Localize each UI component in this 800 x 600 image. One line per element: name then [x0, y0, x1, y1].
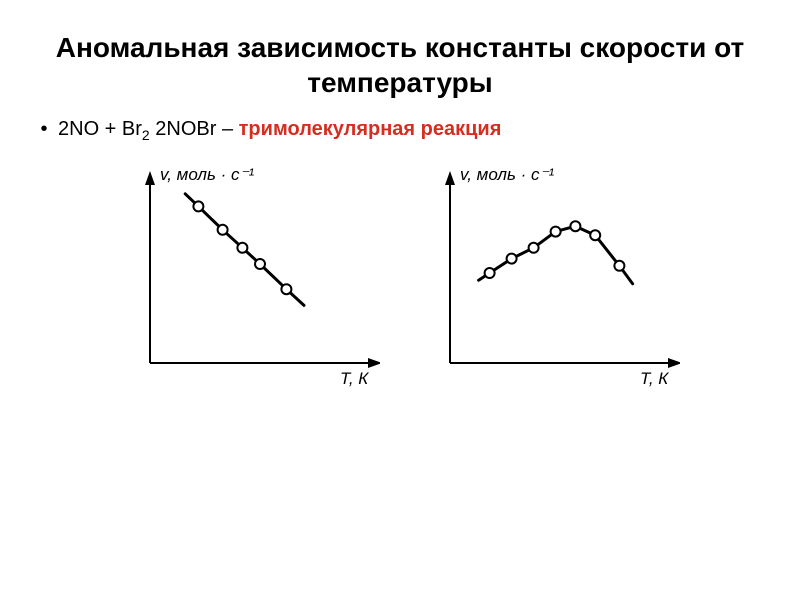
slide: Аномальная зависимость константы скорост…	[0, 0, 800, 600]
eq-p2: 2NOBr –	[155, 118, 238, 140]
chart-left-svg	[120, 163, 380, 393]
chart-right: v, моль · с⁻¹ T, К	[420, 163, 680, 393]
chart-left-xlabel: T, К	[340, 369, 368, 389]
charts-row: v, моль · с⁻¹ T, К v, моль · с⁻¹ T, К	[30, 163, 770, 393]
eq-p1: 2NO + Br	[58, 118, 142, 140]
bullet-dot: •	[30, 119, 58, 139]
page-title: Аномальная зависимость константы скорост…	[30, 30, 770, 100]
chart-left: v, моль · с⁻¹ T, К	[120, 163, 380, 393]
bullet-row: • 2NO + Br2 2NOBr – тримолекулярная реак…	[30, 118, 770, 143]
eq-hi: тримолекулярная реакция	[239, 118, 502, 140]
chart-left-ylabel: v, моль · с⁻¹	[160, 165, 254, 185]
chart-right-ylabel: v, моль · с⁻¹	[460, 165, 554, 185]
eq-sub1: 2	[142, 127, 150, 143]
chart-right-svg	[420, 163, 680, 393]
equation: 2NO + Br2 2NOBr – тримолекулярная реакци…	[58, 118, 501, 143]
chart-right-xlabel: T, К	[640, 369, 668, 389]
